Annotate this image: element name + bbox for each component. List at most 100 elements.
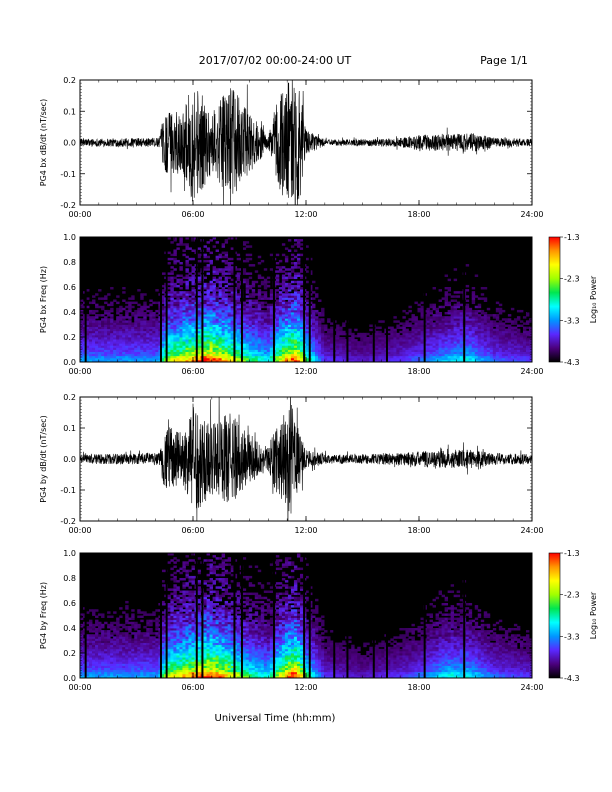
heatmap-cell	[459, 347, 464, 350]
heatmap-cell	[185, 307, 189, 311]
heatmap-cell	[486, 318, 491, 321]
heatmap-cell	[89, 339, 93, 342]
heatmap-cell	[438, 326, 442, 330]
heatmap-cell	[465, 332, 470, 336]
heatmap-cell	[408, 345, 412, 348]
heatmap-cell	[474, 341, 479, 344]
heatmap-cell	[131, 295, 135, 298]
heatmap-cell	[510, 345, 515, 348]
heatmap-cell	[284, 343, 289, 346]
heatmap-cell	[290, 314, 295, 317]
heatmap-cell	[339, 353, 343, 357]
heatmap-cell	[215, 316, 220, 319]
heatmap-cell	[227, 357, 232, 361]
heatmap-cell	[390, 341, 394, 344]
heatmap-cell	[116, 316, 120, 319]
heatmap-cell	[152, 314, 156, 317]
heatmap-cell	[101, 332, 105, 336]
heatmap-cell	[426, 359, 430, 363]
heatmap-cell	[510, 343, 515, 346]
heatmap-cell	[212, 284, 216, 288]
heatmap-cell	[363, 345, 367, 348]
heatmap-cell	[128, 351, 132, 355]
heatmap-cell	[215, 357, 220, 361]
heatmap-cell	[140, 328, 144, 332]
heatmap-cell	[465, 355, 470, 359]
heatmap-cell	[206, 320, 210, 323]
heatmap-cell	[450, 307, 455, 311]
heatmap-cell	[170, 295, 174, 298]
heatmap-cell	[477, 355, 482, 359]
heatmap-cell	[498, 345, 503, 348]
heatmap-cell	[170, 314, 174, 317]
heatmap-cell	[435, 326, 439, 330]
heatmap-cell	[339, 326, 343, 330]
heatmap-cell	[134, 312, 138, 315]
heatmap-cell	[224, 318, 229, 321]
heatmap-cell	[507, 347, 512, 350]
heatmap-cell	[182, 297, 186, 300]
heatmap-cell	[191, 355, 195, 359]
heatmap-cell	[354, 347, 358, 350]
heatmap-cell	[107, 328, 111, 332]
heatmap-cell	[296, 241, 301, 244]
heatmap-cell	[281, 312, 286, 315]
heatmap-cell	[257, 307, 262, 311]
heatmap-cell	[296, 339, 301, 342]
heatmap-cell	[393, 328, 397, 332]
heatmap-cell	[107, 337, 111, 340]
heatmap-cell	[218, 353, 223, 357]
heatmap-cell	[92, 320, 96, 323]
heatmap-cell	[315, 324, 319, 327]
data-gap-line	[165, 237, 168, 362]
heatmap-cell	[212, 278, 216, 282]
heatmap-cell	[191, 291, 195, 294]
heatmap-cell	[474, 343, 479, 346]
heatmap-cell	[281, 301, 286, 305]
heatmap-cell	[381, 334, 385, 338]
heatmap-cell	[260, 355, 265, 359]
heatmap-cell	[275, 357, 280, 361]
heatmap-cell	[80, 334, 84, 338]
heatmap-cell	[80, 316, 84, 319]
heatmap-cell	[321, 326, 325, 330]
heatmap-cell	[474, 337, 479, 340]
heatmap-cell	[321, 332, 325, 336]
heatmap-cell	[516, 328, 521, 332]
heatmap-cell	[299, 326, 304, 330]
heatmap-cell	[393, 357, 397, 361]
heatmap-cell	[254, 341, 259, 344]
heatmap-cell	[152, 332, 156, 336]
heatmap-cell	[242, 305, 247, 309]
heatmap-cell	[528, 349, 533, 352]
heatmap-cell	[453, 322, 458, 325]
heatmap-cell	[330, 330, 334, 334]
heatmap-cell	[134, 357, 138, 361]
heatmap-cell	[447, 330, 452, 334]
heatmap-cell	[101, 355, 105, 359]
heatmap-cell	[278, 282, 283, 286]
heatmap-cell	[137, 345, 141, 348]
heatmap-cell	[242, 241, 247, 244]
colorbar	[548, 236, 561, 363]
heatmap-cell	[293, 284, 298, 288]
heatmap-cell	[522, 351, 527, 355]
heatmap-cell	[441, 347, 446, 350]
heatmap-cell	[155, 339, 159, 342]
heatmap-cell	[86, 661, 90, 664]
heatmap-cell	[299, 322, 304, 325]
heatmap-cell	[209, 295, 213, 298]
heatmap-cell	[360, 353, 364, 357]
heatmap-cell	[149, 353, 153, 357]
heatmap-cell	[444, 316, 449, 319]
heatmap-cell	[411, 351, 415, 355]
heatmap-cell	[203, 295, 207, 298]
heatmap-cell	[185, 243, 189, 246]
heatmap-cell	[149, 320, 153, 323]
heatmap-cell	[140, 312, 144, 315]
heatmap-cell	[402, 334, 406, 338]
heatmap-cell	[140, 320, 144, 323]
heatmap-cell	[251, 299, 256, 302]
heatmap-cell	[281, 330, 286, 334]
heatmap-cell	[417, 351, 421, 355]
